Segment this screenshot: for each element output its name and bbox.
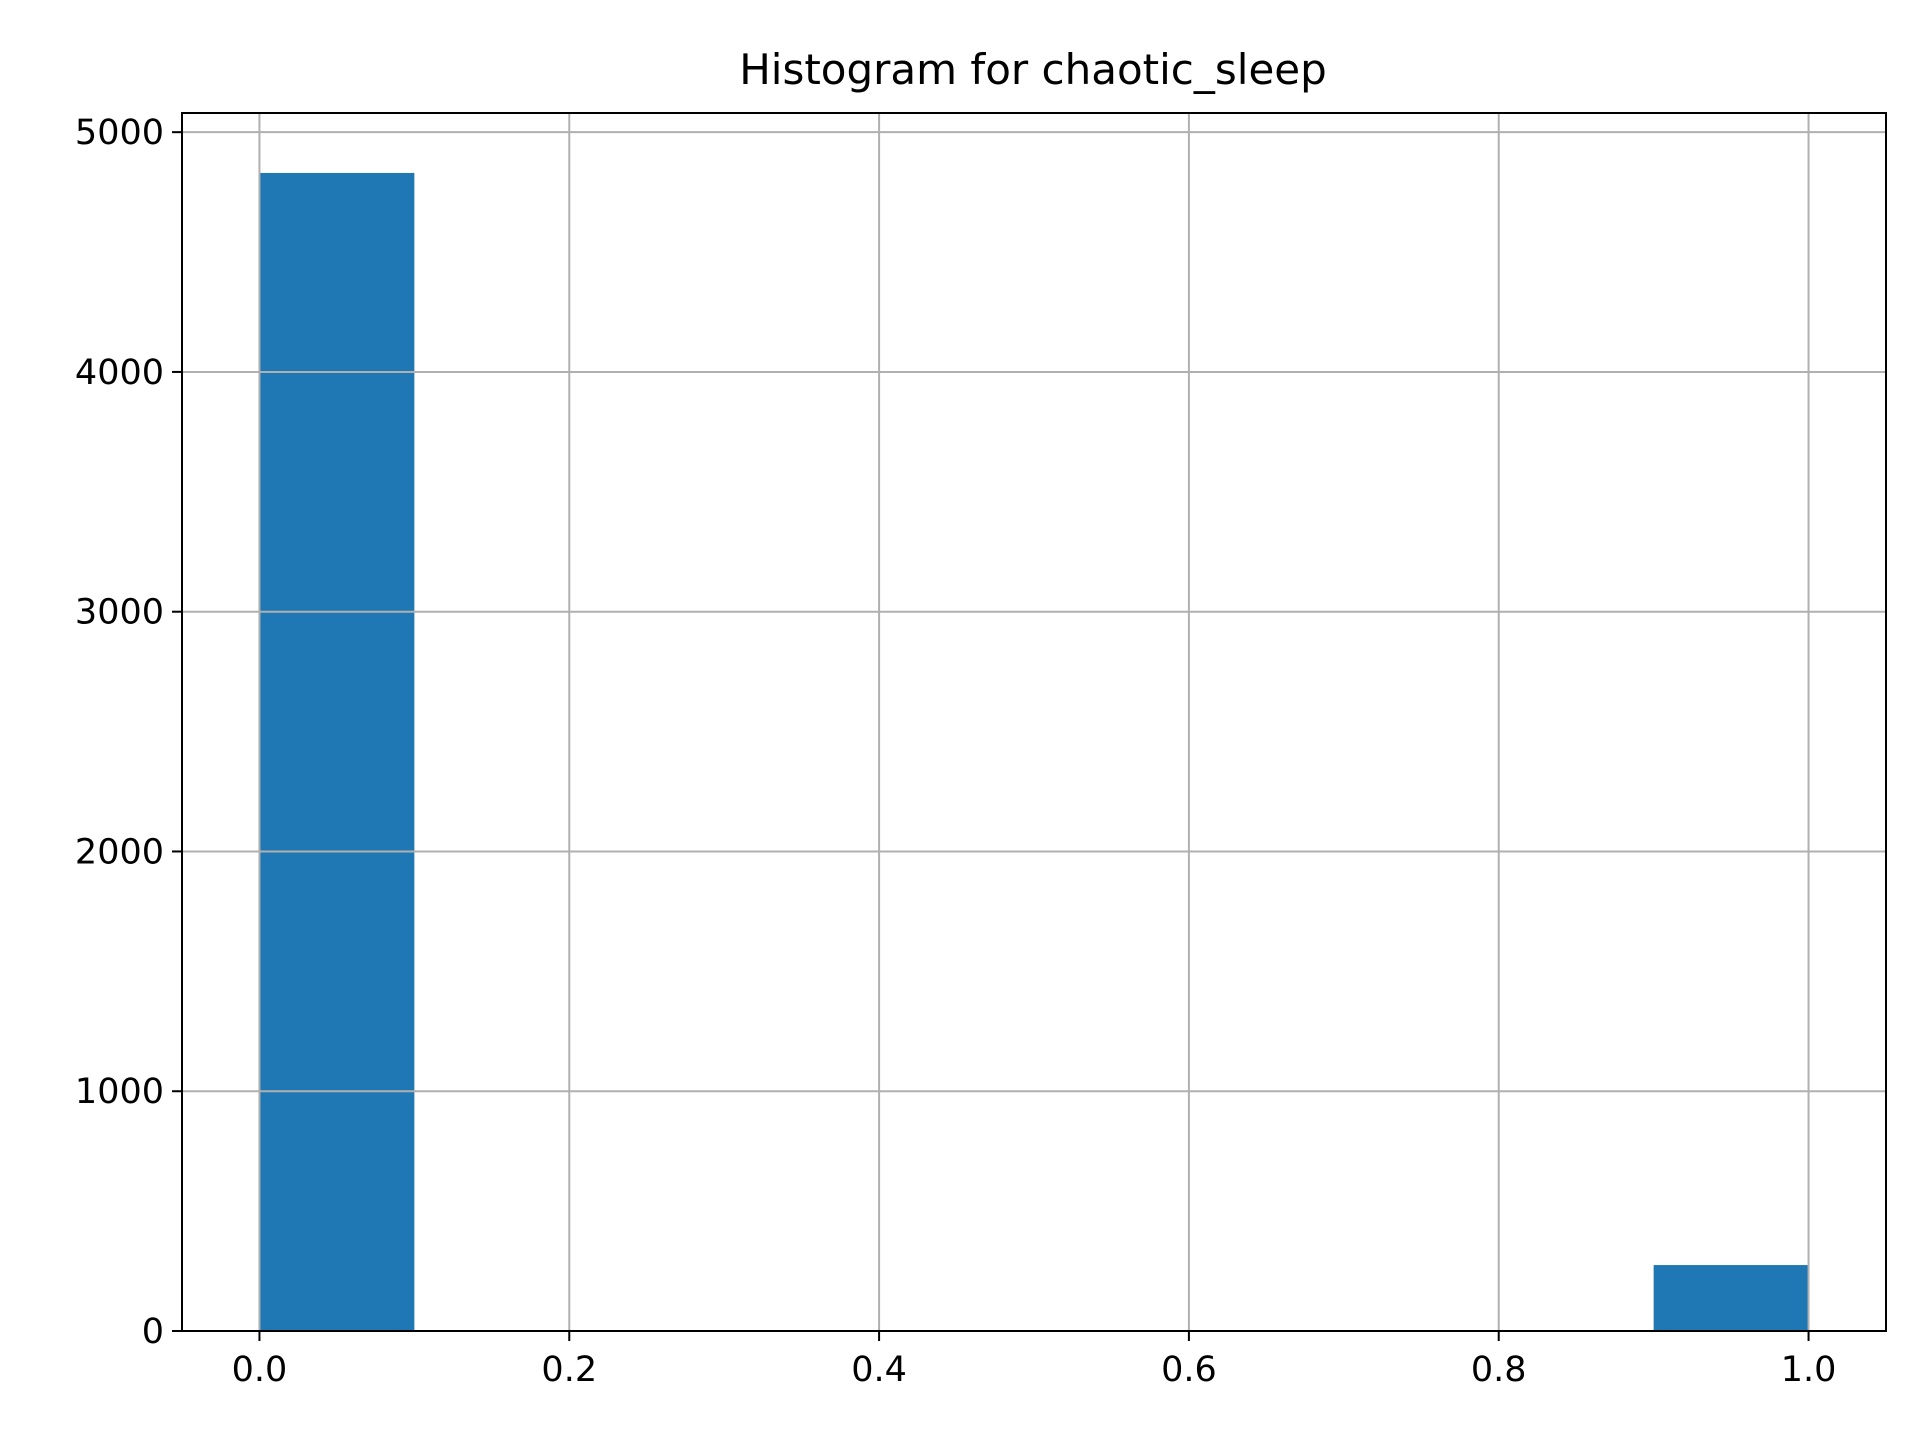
y-tick-label-0: 0 <box>142 1312 164 1352</box>
y-tick-label-2: 2000 <box>75 832 164 872</box>
x-tick-label-0: 0.0 <box>232 1350 288 1390</box>
plot-frame <box>181 112 1887 1332</box>
y-tick-label-4: 4000 <box>75 353 164 393</box>
x-tick-label-4: 0.8 <box>1471 1350 1527 1390</box>
y-tick-label-3: 3000 <box>75 593 164 633</box>
y-tick-label-1: 1000 <box>75 1072 164 1112</box>
chart-title: Histogram for chaotic_sleep <box>739 45 1327 94</box>
axes-layer: 0.0 0.2 0.4 0.6 0.8 1.0 0 1000 2000 3000 4000 5000 <box>75 112 1887 1390</box>
histogram-bar-9 <box>1653 1265 1809 1331</box>
x-tick-label-1: 0.2 <box>541 1350 597 1390</box>
x-tick-label-3: 0.6 <box>1161 1350 1217 1390</box>
y-tick-label-5: 5000 <box>75 113 164 153</box>
bars-layer <box>259 172 1809 1332</box>
grid-layer <box>182 113 1886 1332</box>
x-tick-label-2: 0.4 <box>851 1350 907 1390</box>
x-tick-label-5: 1.0 <box>1781 1350 1837 1390</box>
histogram-bar-0 <box>259 172 415 1332</box>
